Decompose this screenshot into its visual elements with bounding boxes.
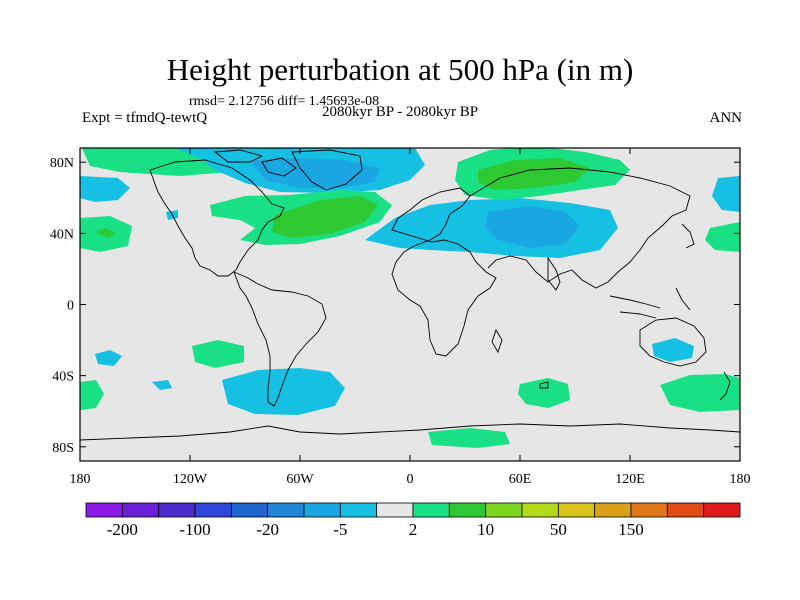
positive-region-south-indian <box>518 378 570 408</box>
colorbar-label: -20 <box>256 520 279 539</box>
lat-tick-label: 40S <box>52 370 74 385</box>
season-label: ANN <box>709 110 743 126</box>
colorbar-label: -5 <box>333 520 347 539</box>
rmsd-diff-label: rmsd= 2.12756 diff= 1.45693e-08 <box>189 94 380 109</box>
positive-region-south-pacific-east <box>660 374 740 412</box>
colorbar-swatch <box>339 502 378 518</box>
colorbar-swatch <box>267 502 305 518</box>
colorbar-swatch <box>230 502 269 518</box>
colorbar-label: 10 <box>477 520 494 539</box>
lon-tick-label: 60W <box>286 472 314 487</box>
coastline-new-zealand <box>719 371 731 401</box>
colorbar-swatch <box>85 502 123 518</box>
lon-tick-label: 120E <box>615 472 645 487</box>
coastline-madagascar <box>491 328 503 354</box>
coastline-small-island-indian <box>539 381 549 389</box>
colorbar-swatch <box>448 502 487 518</box>
negative-region-north-pacific-east <box>712 176 740 212</box>
coastline-maritime-continent <box>609 287 691 319</box>
positive-core-pacific-west <box>96 228 116 238</box>
coastline-south-america <box>233 271 327 407</box>
lon-tick-label: 0 <box>407 472 414 487</box>
colorbar-swatch <box>303 502 341 518</box>
latitude-axis: 80N 40N 0 40S 80S <box>50 156 740 456</box>
negative-region-south-pacific-small <box>95 350 122 366</box>
lat-tick-label: 80S <box>52 441 74 456</box>
colorbar-swatch <box>594 502 632 518</box>
colorbar-swatch <box>557 502 596 518</box>
negative-region-south-atlantic-west <box>152 380 172 390</box>
coastline-japan <box>681 223 695 249</box>
positive-core-siberia <box>478 158 590 190</box>
coastline-north-america <box>149 159 285 277</box>
colorbar-label: -100 <box>179 520 210 539</box>
map-background <box>80 148 740 461</box>
period-label: 2080kyr BP - 2080kyr BP <box>322 104 479 120</box>
negative-region-pacific-nw <box>80 176 130 202</box>
colorbar-label: 2 <box>409 520 418 539</box>
coastlines <box>80 149 740 441</box>
coastline-antarctica <box>80 423 740 441</box>
colorbar-swatch <box>121 502 160 518</box>
coastline-canadian-arctic <box>213 149 297 177</box>
coastline-australia <box>639 317 707 367</box>
colorbar-swatch <box>194 502 232 518</box>
colorbar-label: 150 <box>618 520 644 539</box>
coastline-greenland <box>291 149 363 191</box>
contour-fills <box>80 148 740 448</box>
negative-region-australia-south <box>652 338 694 362</box>
experiment-label: Expt = tfmdQ-tewtQ <box>82 110 208 126</box>
positive-region-antarctica <box>428 428 510 448</box>
coastline-europe-africa <box>391 187 497 357</box>
coastline-india <box>547 256 561 291</box>
colorbar-swatch <box>521 502 559 518</box>
positive-region-south-pacific <box>192 340 244 368</box>
positive-region-south-pacific-west <box>80 380 104 410</box>
colorbar-swatch <box>666 502 705 518</box>
colorbar-label: 50 <box>550 520 567 539</box>
lon-tick-label: 180 <box>730 472 751 487</box>
negative-core-eurasia <box>485 206 580 248</box>
colorbar-swatch <box>412 502 450 518</box>
lon-tick-label: 120W <box>173 472 208 487</box>
coastline-asia <box>469 167 691 289</box>
negative-region-south-america <box>222 368 345 415</box>
lon-tick-label: 60E <box>509 472 532 487</box>
lat-tick-label: 40N <box>50 227 74 242</box>
lat-tick-label: 0 <box>67 299 74 314</box>
positive-core-north-atlantic <box>272 196 378 238</box>
colorbar-swatch <box>630 502 668 518</box>
negative-core-greenland <box>250 158 380 188</box>
longitude-axis: 180 120W 60W 0 60E 120E 180 <box>70 148 751 487</box>
colorbar-swatch <box>485 502 523 518</box>
lat-tick-label: 80N <box>50 156 74 171</box>
colorbar-swatch <box>376 502 414 518</box>
positive-region-north-pacific-east <box>705 222 740 252</box>
lon-tick-label: 180 <box>70 472 91 487</box>
map-title: Height perturbation at 500 hPa (in m) <box>166 52 634 87</box>
colorbar-swatch <box>158 502 196 518</box>
colorbar-swatch <box>703 502 741 518</box>
colorbar-label: -200 <box>107 520 138 539</box>
colorbar: -200 -100 -20 -5 2 10 50 150 <box>85 502 741 539</box>
